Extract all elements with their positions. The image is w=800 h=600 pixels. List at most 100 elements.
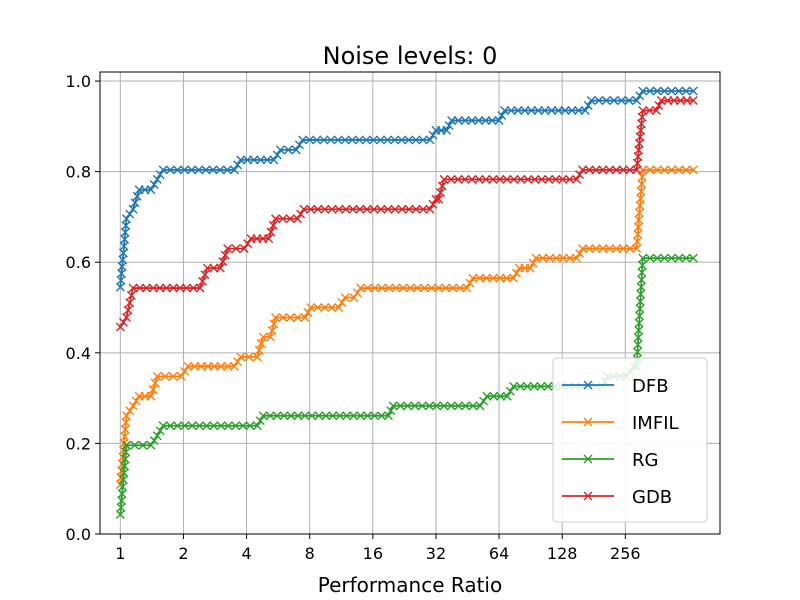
- legend-entry-gdb: GDB: [562, 487, 672, 508]
- data-point-gdb: [431, 194, 441, 204]
- data-point-imfil: [278, 312, 288, 322]
- data-point-rg: [522, 381, 532, 391]
- data-point-gdb: [467, 174, 477, 184]
- data-point-imfil: [636, 186, 646, 196]
- data-point-gdb: [682, 96, 692, 106]
- data-point-gdb: [516, 174, 526, 184]
- data-point-gdb: [669, 96, 679, 106]
- data-point-imfil: [584, 244, 594, 254]
- data-point-imfil: [146, 391, 156, 401]
- data-point-dfb: [333, 135, 343, 145]
- data-point-imfil: [633, 222, 643, 232]
- data-point-gdb: [320, 204, 330, 214]
- data-point-dfb: [487, 115, 497, 125]
- data-point-rg: [446, 401, 456, 411]
- data-point-gdb: [278, 214, 288, 224]
- data-point-gdb: [264, 234, 274, 244]
- data-point-rg: [138, 440, 148, 450]
- data-point-imfil: [180, 366, 190, 376]
- data-point-imfil: [481, 273, 491, 283]
- data-point-dfb: [404, 135, 414, 145]
- x-tick-label: 32: [426, 544, 446, 563]
- data-point-gdb: [141, 283, 151, 293]
- data-point-imfil: [183, 361, 193, 371]
- data-point-imfil: [269, 319, 279, 329]
- data-point-dfb: [506, 106, 516, 115]
- legend-marker-dfb: [583, 380, 593, 390]
- data-point-dfb: [390, 135, 400, 145]
- data-point-dfb: [249, 155, 259, 165]
- data-point-gdb: [209, 263, 219, 273]
- data-point-dfb: [574, 106, 584, 115]
- data-point-imfil: [502, 273, 512, 283]
- data-point-imfil: [306, 303, 316, 313]
- data-point-rg: [342, 411, 352, 421]
- data-point-gdb: [474, 174, 484, 184]
- data-point-imfil: [391, 283, 401, 293]
- data-point-imfil: [412, 283, 422, 293]
- data-point-dfb: [152, 174, 162, 184]
- data-point-gdb: [215, 263, 225, 273]
- data-point-rg: [265, 411, 275, 421]
- data-point-rg: [321, 411, 331, 421]
- data-point-rg: [386, 406, 396, 416]
- data-point-imfil: [538, 253, 548, 263]
- data-point-rg: [121, 440, 131, 450]
- data-point-imfil: [244, 352, 254, 362]
- data-point-gdb: [266, 227, 276, 237]
- data-point-rg: [180, 421, 190, 431]
- data-point-dfb: [256, 155, 266, 165]
- data-point-rg: [479, 396, 489, 406]
- data-point-imfil: [659, 165, 669, 175]
- data-point-imfil: [285, 312, 295, 322]
- data-point-dfb: [294, 140, 304, 150]
- chart-title: Noise levels: 0: [323, 42, 498, 70]
- data-point-dfb: [497, 110, 507, 120]
- data-point-imfil: [625, 244, 635, 254]
- data-point-gdb: [348, 204, 358, 214]
- data-point-dfb: [146, 185, 156, 195]
- data-point-imfil: [448, 283, 458, 293]
- grid: [100, 72, 720, 535]
- x-tick-label: 64: [489, 544, 509, 563]
- data-point-gdb: [195, 283, 205, 293]
- data-point-imfil: [637, 172, 647, 182]
- data-point-imfil: [598, 244, 608, 254]
- data-point-gdb: [418, 204, 428, 214]
- data-point-imfil: [531, 253, 541, 263]
- data-point-dfb: [609, 96, 619, 106]
- data-point-rg: [410, 401, 420, 411]
- data-point-rg: [681, 253, 691, 263]
- data-point-imfil: [488, 273, 498, 283]
- data-point-gdb: [390, 204, 400, 214]
- data-point-rg: [395, 401, 405, 411]
- legend-marker-imfil: [583, 417, 593, 427]
- data-point-gdb: [605, 165, 615, 175]
- x-tick-label: 4: [241, 544, 251, 563]
- data-point-dfb: [187, 165, 197, 175]
- data-point-imfil: [667, 165, 677, 175]
- data-point-gdb: [223, 244, 233, 254]
- data-point-dfb: [494, 115, 504, 125]
- data-point-dfb: [125, 209, 135, 219]
- data-point-rg: [515, 381, 525, 391]
- data-point-dfb: [215, 165, 225, 175]
- data-point-imfil: [509, 273, 519, 283]
- data-point-rg: [509, 381, 519, 391]
- data-point-gdb: [155, 283, 165, 293]
- legend-label-gdb: GDB: [632, 487, 672, 508]
- data-point-dfb: [583, 101, 593, 111]
- data-point-imfil: [634, 215, 644, 225]
- data-point-dfb: [194, 165, 204, 175]
- data-point-gdb: [118, 317, 128, 327]
- data-point-rg: [173, 421, 183, 431]
- data-point-dfb: [533, 106, 543, 115]
- data-point-dfb: [513, 106, 523, 115]
- data-point-imfil: [405, 283, 415, 293]
- data-point-imfil: [632, 244, 642, 254]
- data-point-imfil: [352, 288, 362, 298]
- data-point-imfil: [229, 361, 239, 371]
- data-point-imfil: [377, 283, 387, 293]
- data-point-imfil: [495, 273, 505, 283]
- data-point-rg: [216, 421, 226, 431]
